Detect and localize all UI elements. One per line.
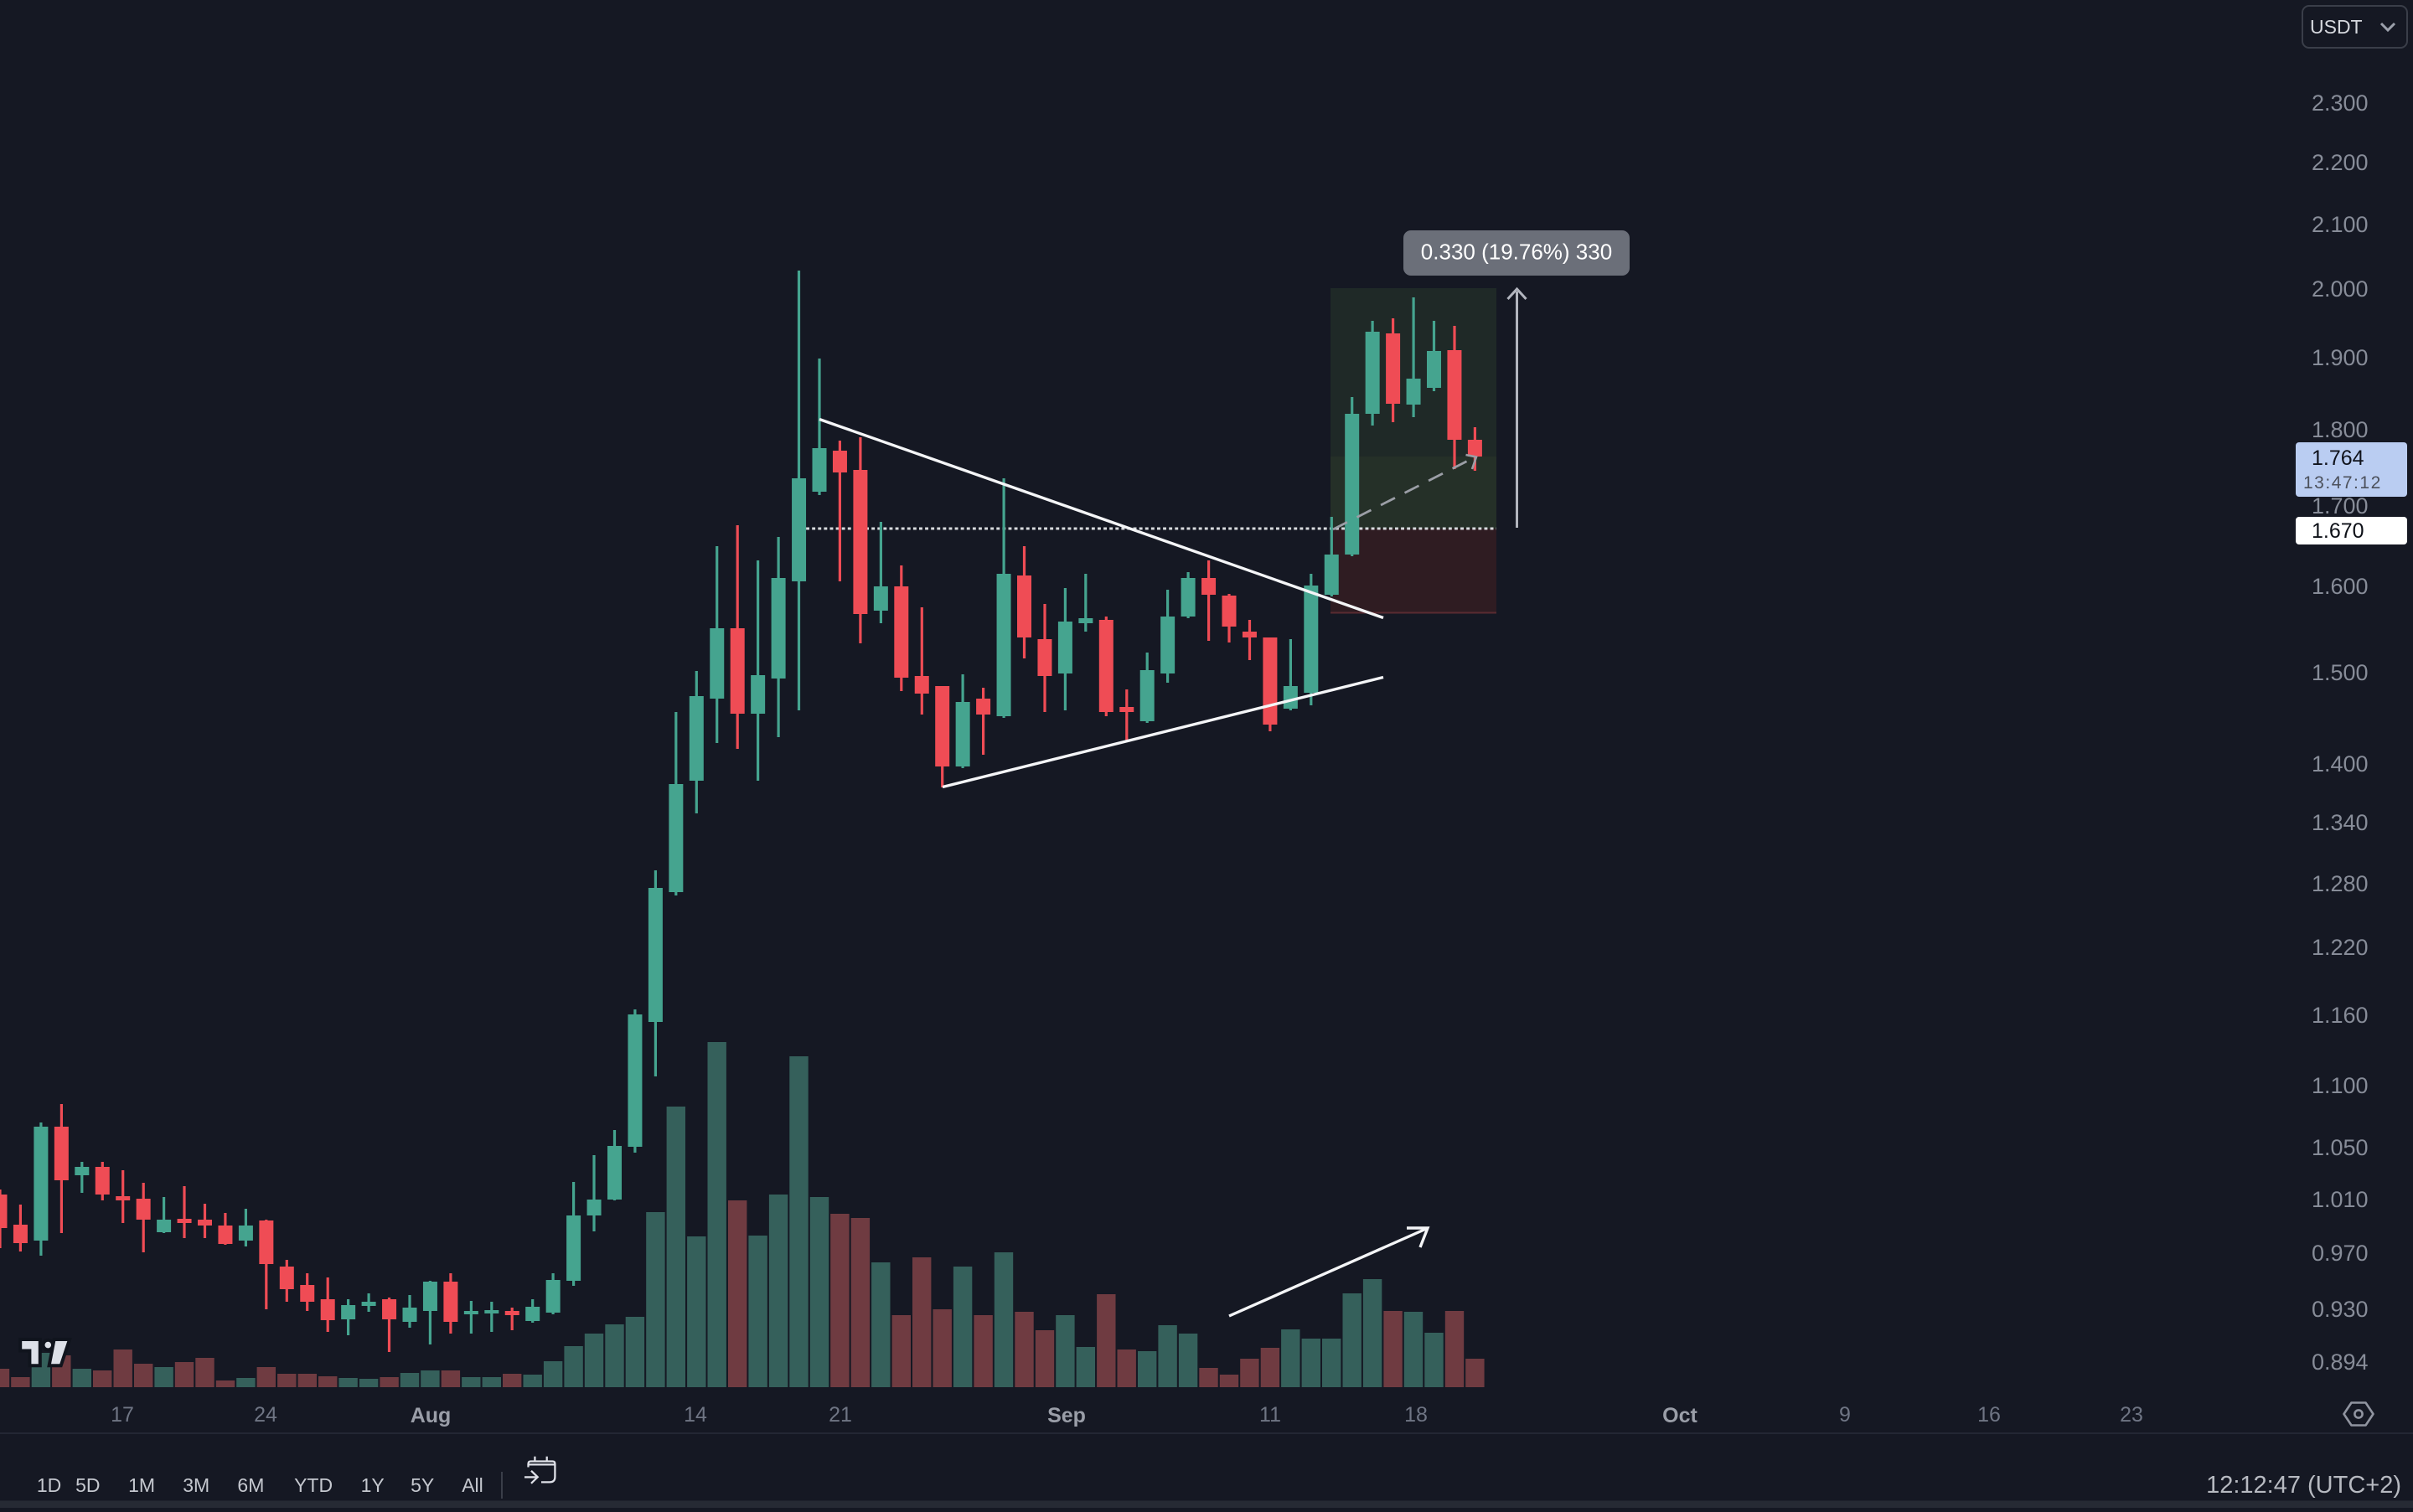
svg-text:1.280: 1.280 <box>2312 871 2369 896</box>
svg-text:1.160: 1.160 <box>2312 1003 2369 1028</box>
svg-text:1.500: 1.500 <box>2312 660 2369 685</box>
svg-text:5Y: 5Y <box>411 1474 434 1496</box>
svg-text:21: 21 <box>829 1403 852 1427</box>
svg-text:3M: 3M <box>183 1474 209 1496</box>
svg-text:13:47:12: 13:47:12 <box>2303 473 2382 493</box>
svg-text:Oct: Oct <box>1662 1404 1697 1427</box>
svg-text:9: 9 <box>1839 1403 1851 1427</box>
svg-text:23: 23 <box>2120 1403 2143 1427</box>
svg-text:1.600: 1.600 <box>2312 574 2369 599</box>
svg-text:1.050: 1.050 <box>2312 1135 2369 1160</box>
svg-text:1.800: 1.800 <box>2312 417 2369 442</box>
svg-text:1M: 1M <box>128 1474 155 1496</box>
svg-text:5D: 5D <box>75 1474 100 1496</box>
svg-text:1.700: 1.700 <box>2312 493 2369 519</box>
svg-text:17: 17 <box>111 1403 134 1427</box>
svg-text:1.670: 1.670 <box>2312 519 2364 543</box>
svg-text:1.340: 1.340 <box>2312 810 2369 835</box>
svg-text:2.200: 2.200 <box>2312 150 2369 175</box>
svg-text:2.300: 2.300 <box>2312 90 2369 116</box>
svg-text:2.100: 2.100 <box>2312 212 2369 237</box>
svg-text:Aug: Aug <box>411 1404 452 1427</box>
svg-text:24: 24 <box>254 1403 277 1427</box>
svg-text:YTD: YTD <box>294 1474 333 1496</box>
svg-text:0.330 (19.76%) 330: 0.330 (19.76%) 330 <box>1421 240 1612 265</box>
svg-text:0.894: 0.894 <box>2312 1349 2369 1375</box>
svg-text:1Y: 1Y <box>361 1474 385 1496</box>
svg-text:1.010: 1.010 <box>2312 1187 2369 1212</box>
svg-text:12:12:47 (UTC+2): 12:12:47 (UTC+2) <box>2206 1472 2401 1499</box>
svg-text:14: 14 <box>684 1403 707 1427</box>
svg-text:1.220: 1.220 <box>2312 935 2369 960</box>
svg-text:1.764: 1.764 <box>2312 446 2364 470</box>
svg-text:1.400: 1.400 <box>2312 751 2369 777</box>
svg-text:0.930: 0.930 <box>2312 1297 2369 1322</box>
svg-text:16: 16 <box>1977 1403 2001 1427</box>
svg-text:0.970: 0.970 <box>2312 1241 2369 1266</box>
svg-text:2.000: 2.000 <box>2312 276 2369 302</box>
svg-text:6M: 6M <box>237 1474 264 1496</box>
svg-text:USDT: USDT <box>2310 16 2363 38</box>
svg-text:All: All <box>462 1474 483 1496</box>
svg-text:11: 11 <box>1259 1403 1281 1427</box>
svg-text:1.100: 1.100 <box>2312 1073 2369 1098</box>
svg-text:Sep: Sep <box>1047 1404 1086 1427</box>
svg-text:1.900: 1.900 <box>2312 345 2369 370</box>
svg-text:18: 18 <box>1404 1403 1428 1427</box>
svg-text:1D: 1D <box>37 1474 61 1496</box>
